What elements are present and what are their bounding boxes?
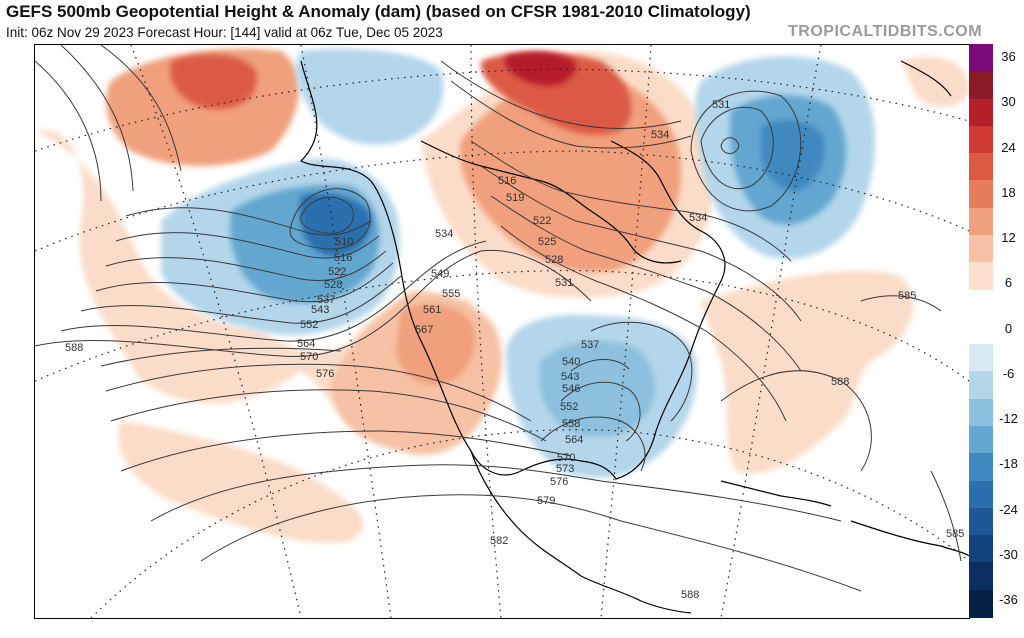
contour-label: 570 <box>300 351 318 363</box>
colorbar-segment <box>969 98 993 127</box>
contour-label: 531 <box>555 277 573 289</box>
colorbar-tick-label: -30 <box>999 546 1018 562</box>
contour-label: 558 <box>562 418 580 430</box>
map-panel: 588 576 570 564 552 543 537 528 522 516 … <box>34 44 970 619</box>
colorbar-tick-label: 12 <box>1001 230 1016 245</box>
contour-label: 543 <box>311 304 329 316</box>
contour-label: 534 <box>651 129 669 141</box>
contour-label: 585 <box>898 290 916 302</box>
contour-label: 516 <box>334 252 352 264</box>
colorbar-segment <box>969 453 993 482</box>
contour-label: 522 <box>328 266 346 278</box>
positive-anomaly-atlantic <box>701 270 914 474</box>
colorbar-segment <box>969 316 993 345</box>
colorbar-segment <box>969 589 993 618</box>
colorbar-tick-label: 0 <box>1004 320 1013 336</box>
colorbar-segment <box>969 262 993 291</box>
contour-labels: 588 576 570 564 552 543 537 528 522 516 … <box>65 99 964 601</box>
contour-label: 549 <box>431 268 449 280</box>
negative-anomaly-gulf-alaska-core <box>300 193 372 256</box>
contour-label: 528 <box>545 254 563 266</box>
colorbar-tick-label: 18 <box>1001 184 1016 200</box>
contour-label: 555 <box>442 288 460 300</box>
colorbar-segment <box>969 153 993 182</box>
contour-label: 528 <box>324 279 342 291</box>
contour-label: 543 <box>561 371 579 383</box>
contour-label: 561 <box>423 304 441 316</box>
colorbar-segment <box>969 398 993 427</box>
anomaly-shading <box>35 48 969 543</box>
contour-label: 537 <box>581 339 599 351</box>
colorbar-tick-label: -24 <box>999 501 1018 517</box>
contour-label: 588 <box>65 342 83 354</box>
contour-label: 534 <box>689 212 707 224</box>
colorbar-segment <box>969 562 993 591</box>
contour-label: 552 <box>560 401 578 413</box>
negative-anomaly-north-atlantic-core <box>761 120 825 191</box>
contour-label: 540 <box>562 356 580 368</box>
contour-label: 570 <box>557 452 575 464</box>
colorbar-tick-label: 30 <box>1001 94 1016 110</box>
contour-label: 567 <box>415 324 433 336</box>
anomaly-colorbar <box>969 44 993 618</box>
colorbar-tick-label: 36 <box>1001 49 1016 64</box>
contour-label: 582 <box>490 535 508 547</box>
colorbar-segment <box>969 125 993 154</box>
contour-label: 588 <box>681 589 699 601</box>
colorbar-tick-label: -18 <box>999 456 1018 472</box>
contour-label: 537 <box>317 294 335 306</box>
colorbar-tick-label: -6 <box>1002 365 1015 381</box>
colorbar-tick-label: 24 <box>1001 139 1016 155</box>
map-title: GEFS 500mb Geopotential Height & Anomaly… <box>6 2 751 21</box>
colorbar-tick-label: -12 <box>999 411 1018 426</box>
contour-label: 588 <box>831 376 849 388</box>
negative-anomaly-east-us-core <box>539 341 655 437</box>
positive-anomaly-aleutians-core <box>170 54 257 110</box>
contour-label: 585 <box>946 528 964 540</box>
contour-label: 546 <box>562 383 580 395</box>
contour-label: 525 <box>538 236 556 248</box>
colorbar-segment <box>969 344 993 373</box>
map-svg: 588 576 570 564 552 543 537 528 522 516 … <box>35 45 969 618</box>
contour-label: 552 <box>300 319 318 331</box>
graticule <box>35 45 969 618</box>
map-subtitle: Init: 06z Nov 29 2023 Forecast Hour: [14… <box>6 25 443 40</box>
brand-watermark: TROPICALTIDBITS.COM <box>788 23 983 40</box>
negative-anomaly-alaska <box>295 48 444 145</box>
positive-anomaly-southwest <box>118 421 363 543</box>
contour-label: 522 <box>533 215 551 227</box>
positive-anomaly-northeast-corner <box>901 56 969 107</box>
colorbar-segment <box>969 507 993 536</box>
coastlines <box>299 60 969 614</box>
colorbar-segment <box>969 44 993 72</box>
colorbar-segment <box>969 235 993 263</box>
colorbar-segment <box>969 426 993 454</box>
contour-label: 576 <box>550 476 568 488</box>
colorbar-tick-label: -36 <box>999 592 1018 607</box>
contour-label: 564 <box>297 338 315 350</box>
contour-label: 510 <box>335 236 353 248</box>
contour-label: 531 <box>712 99 730 111</box>
contour-label: 534 <box>435 228 453 240</box>
height-contours <box>35 45 962 592</box>
colorbar-segment <box>969 289 993 318</box>
contour-label: 516 <box>498 175 516 187</box>
contour-label: 579 <box>537 495 555 507</box>
positive-anomaly-west-us-core <box>396 304 475 385</box>
contour-label: 564 <box>565 434 583 446</box>
colorbar-segment <box>969 480 993 509</box>
colorbar-segment <box>969 180 993 209</box>
contour-label: 573 <box>556 463 574 475</box>
contour-label: 519 <box>506 192 524 204</box>
colorbar-segment <box>969 535 993 564</box>
contour-label: 576 <box>316 368 334 380</box>
colorbar-segment <box>969 207 993 236</box>
colorbar-segment <box>969 71 993 100</box>
colorbar-tick-label: 6 <box>1004 275 1013 291</box>
colorbar-segment <box>969 371 993 400</box>
